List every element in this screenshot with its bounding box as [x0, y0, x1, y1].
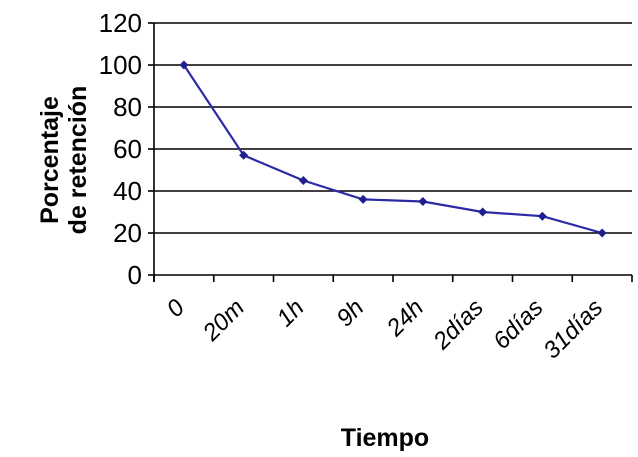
data-point	[298, 176, 308, 185]
x-axis-label: Tiempo	[341, 424, 429, 452]
data-point	[537, 211, 547, 221]
axes	[148, 22, 633, 282]
y-tick-label: 40	[113, 176, 142, 206]
series-line	[182, 64, 603, 235]
x-tick-label: 9h	[331, 294, 369, 332]
x-tick-label: 24h	[381, 294, 429, 342]
y-tick-label: 80	[113, 92, 142, 122]
y-axis-label-line2: de retención	[64, 86, 92, 235]
y-tick-label: 100	[99, 50, 142, 80]
y-tick-labels: 0 20 40 60 80 100 120	[99, 8, 142, 290]
x-tick-label: 2días	[428, 294, 489, 355]
y-axis-label-line1: Porcentaje	[36, 96, 64, 224]
data-point	[597, 228, 607, 238]
y-tick-label: 20	[113, 218, 142, 248]
grid-lines	[154, 22, 632, 234]
data-point	[239, 150, 249, 160]
data-point	[179, 60, 189, 70]
x-tick-label: 0	[162, 294, 191, 323]
series	[179, 60, 607, 238]
data-point	[478, 207, 488, 217]
y-tick-label: 60	[113, 134, 142, 164]
x-tick-label: 31días	[538, 294, 608, 364]
x-tick-label: 1h	[272, 294, 310, 332]
data-point	[358, 194, 368, 204]
y-tick-label: 0	[128, 260, 142, 290]
y-tick-label: 120	[99, 8, 142, 38]
x-tick-label: 20m	[197, 294, 250, 347]
data-point	[418, 197, 428, 206]
